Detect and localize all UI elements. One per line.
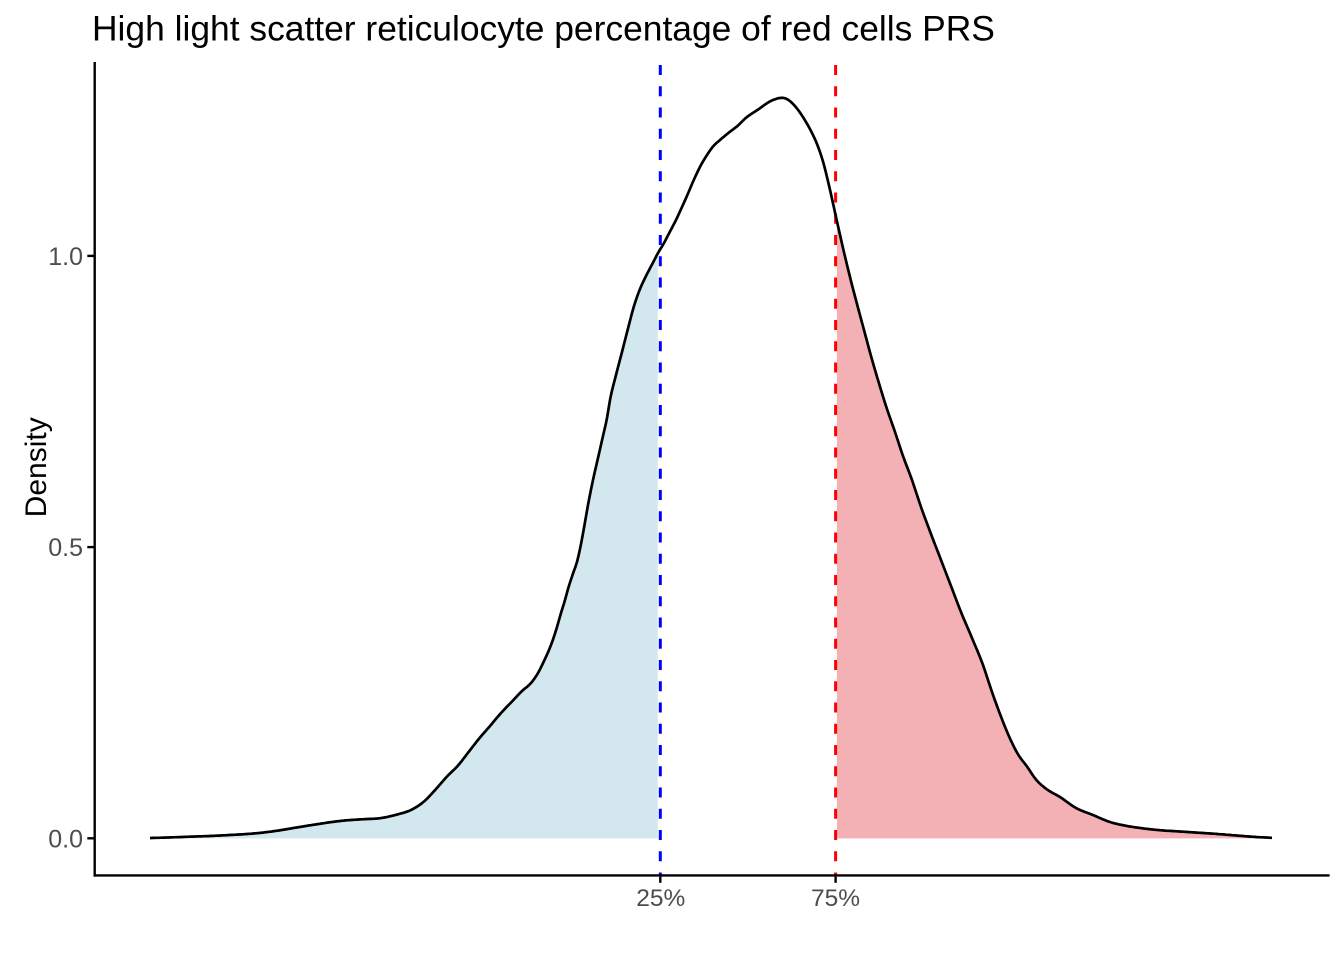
svg-text:0.5: 0.5 [48,534,83,562]
svg-text:Density: Density [20,417,53,517]
svg-text:0.0: 0.0 [48,825,83,853]
svg-text:High light scatter reticulocyt: High light scatter reticulocyte percenta… [92,8,995,48]
svg-text:25%: 25% [636,885,685,912]
svg-text:1.0: 1.0 [48,243,83,271]
svg-text:75%: 75% [811,885,860,912]
